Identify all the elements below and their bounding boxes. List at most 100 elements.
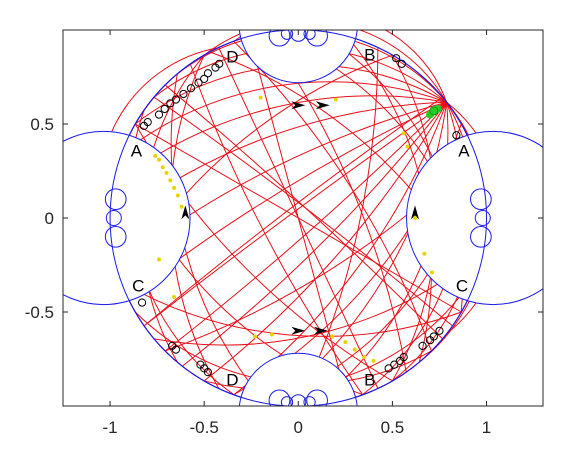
side-pairing-arrow [291, 326, 306, 335]
vertex-label: A [458, 141, 470, 160]
data-point [397, 59, 406, 68]
data-point [401, 131, 406, 136]
data-point [154, 110, 164, 119]
boundary-scallop [303, 30, 316, 40]
data-point [168, 178, 173, 183]
x-tick-label: -1 [102, 418, 117, 437]
data-point [371, 358, 376, 363]
data-point [399, 353, 408, 362]
boundary-scallop [268, 30, 291, 47]
vertex-label: B [364, 45, 375, 64]
data-point [269, 332, 274, 337]
data-point [179, 204, 184, 209]
data-point [203, 69, 213, 78]
boundary-scallop [105, 209, 122, 227]
boundary-arc-left [63, 130, 191, 306]
side-pairing-arrow [291, 101, 306, 110]
side-pairing-arrow [181, 205, 190, 220]
boundary-scallop [470, 225, 492, 248]
vertex-label: C [456, 277, 468, 296]
boundary-scallop [474, 209, 491, 227]
data-point [166, 99, 175, 108]
geodesic-arc [233, 30, 448, 103]
boundary-arc-top [238, 30, 358, 84]
data-point [418, 341, 427, 350]
plot-area: D B A A C C D B [63, 30, 543, 406]
boundary-arc-mask [239, 30, 358, 83]
orbit-start-point [429, 106, 439, 116]
y-tick-label: -0.5 [25, 303, 54, 322]
boundary-scallop [306, 30, 328, 47]
data-point [429, 332, 438, 341]
data-point [392, 54, 401, 63]
geodesic-arc [233, 40, 432, 352]
data-point [160, 165, 165, 170]
disk-boundary-outline [109, 30, 487, 406]
data-point [171, 95, 181, 104]
boundary-scallop [290, 394, 307, 406]
data-point [333, 97, 338, 102]
vertex-label: A [131, 141, 143, 160]
data-point [435, 326, 444, 335]
data-point [172, 185, 177, 190]
geodesic-arc [164, 101, 447, 352]
boundary-scallop [290, 30, 307, 42]
data-point [153, 153, 158, 158]
x-tick-label: -0.5 [190, 418, 219, 437]
boundary-scallop [268, 389, 291, 406]
data-point [137, 298, 147, 307]
boundary-scallop [280, 396, 294, 406]
vertex-label: C [132, 277, 144, 296]
data-point [343, 340, 348, 345]
data-point [203, 368, 213, 377]
data-point [160, 104, 169, 114]
data-point [258, 95, 263, 100]
data-point [422, 251, 427, 256]
boundary-scallop [303, 396, 316, 406]
side-pairing-arrow [313, 326, 328, 335]
data-point [157, 257, 161, 262]
vertex-label: D [226, 47, 238, 66]
data-point [413, 216, 417, 220]
data-point [194, 78, 203, 87]
x-tick-label: 0 [294, 418, 303, 437]
data-point [143, 118, 152, 127]
geodesic-arc [143, 96, 443, 327]
x-tick-label: 0.5 [381, 418, 405, 437]
data-point [157, 157, 161, 162]
data-point [352, 347, 357, 352]
data-point [172, 294, 177, 299]
boundary-scallop [306, 389, 328, 406]
geodesic-arc [153, 96, 453, 327]
data-point [175, 193, 180, 198]
y-tick-label: 0.5 [30, 115, 54, 134]
data-point [215, 59, 224, 68]
data-point [405, 144, 410, 149]
boundary-arc-bottom [238, 352, 358, 406]
vertex-label: B [364, 371, 375, 390]
boundary-scallop [104, 188, 127, 211]
side-pairing-arrow [411, 205, 419, 220]
data-point [253, 334, 257, 339]
data-point [186, 84, 196, 93]
boundary-scallop [280, 30, 294, 40]
data-point [384, 364, 393, 373]
data-point [171, 345, 181, 354]
data-point [200, 74, 209, 83]
x-tick-label: 1 [482, 418, 491, 437]
geodesic-arc [189, 63, 364, 395]
data-point [452, 131, 461, 140]
data-point [362, 355, 367, 360]
boundary-arc-mask [406, 131, 543, 305]
data-point [179, 89, 188, 99]
data-point [429, 270, 434, 275]
boundary-arc-mask [63, 131, 191, 305]
geodesic-arc [203, 30, 448, 103]
vertex-label: D [226, 371, 238, 390]
boundary-arc-mask [239, 353, 358, 406]
data-point [330, 334, 335, 339]
y-tick-label: 0 [45, 209, 54, 228]
data-point [164, 170, 169, 175]
boundary-scallop [470, 188, 492, 211]
